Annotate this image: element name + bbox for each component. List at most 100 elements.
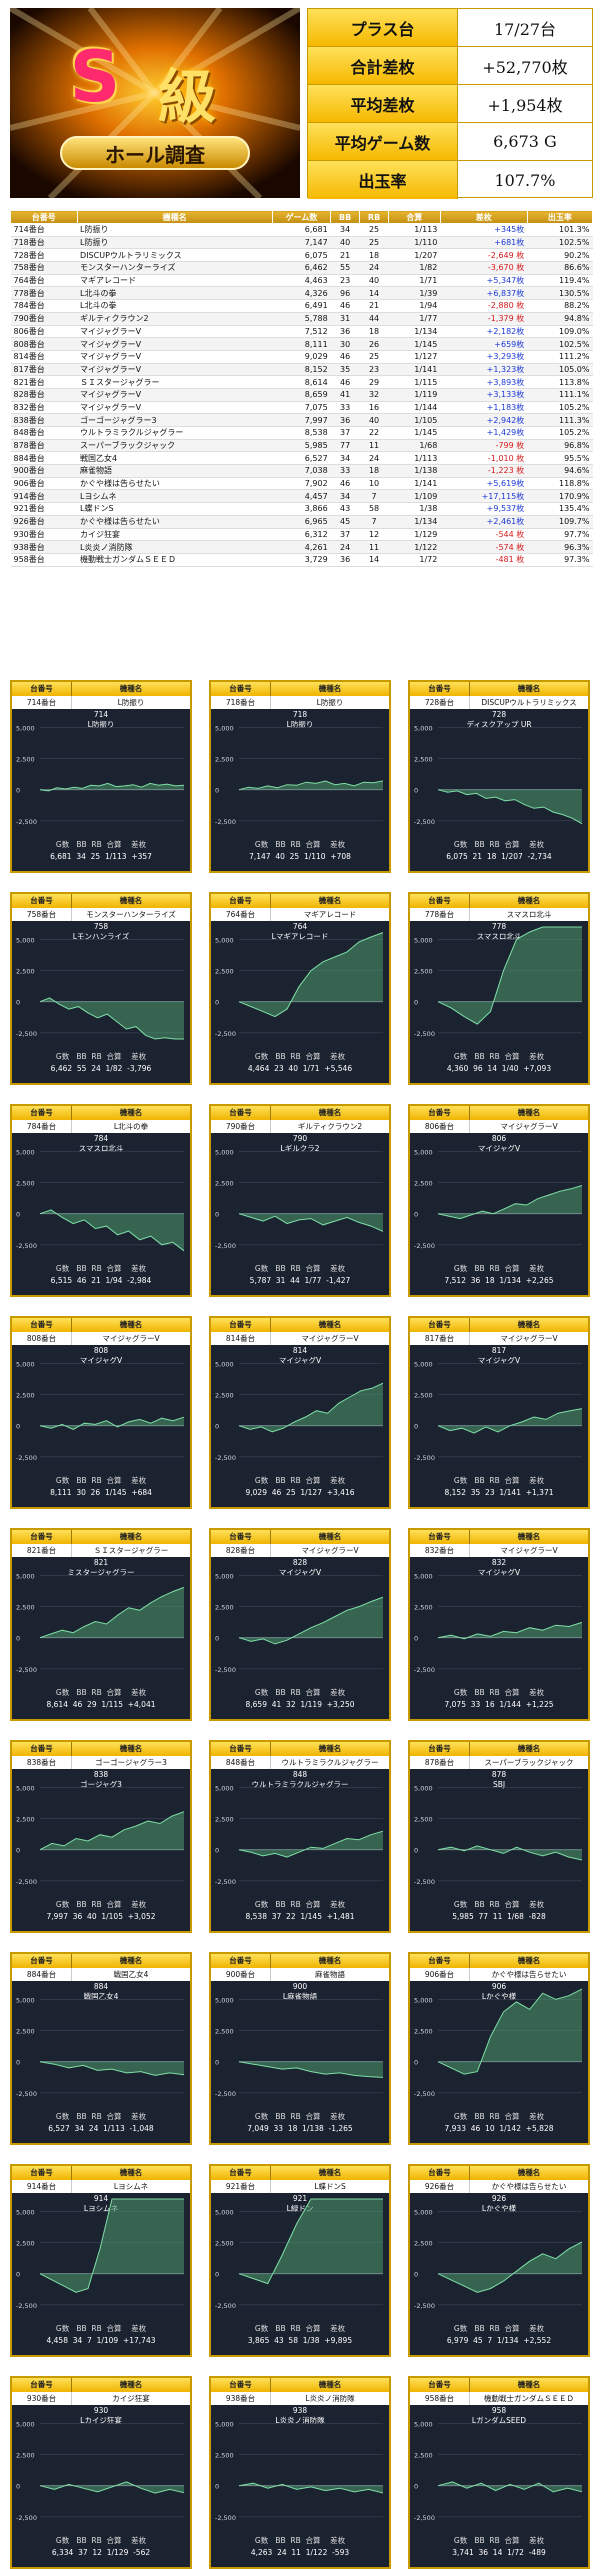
y-tick-label: -2,500 [215,1030,236,1038]
card-header: 台番号 機種名 [12,2166,190,2180]
trend-area [438,2481,582,2492]
y-tick-label: 5,000 [215,1360,234,1368]
y-tick-label: 2,500 [215,2240,234,2248]
y-tick-label: 0 [414,1423,418,1431]
card-footer-stats: 7,933 46 10 1/142 +5,828 [444,2124,554,2133]
trend-line [39,2198,184,2293]
column-header: 合算 [387,210,441,224]
chart-machine-name: Lかぐや様 [482,2203,517,2213]
y-tick-label: 2,500 [16,1604,35,1612]
y-tick-label: 2,500 [414,1392,433,1400]
card-machine-model: マイジャグラーV [102,1334,160,1343]
table-row: 914番台 Lヨシムネ 4,457 34 7 1/109 +17,115枚 170.9% [10,489,593,504]
y-tick-label: -2,500 [16,1242,37,1250]
table-cell: 806番台 [10,325,78,339]
y-tick-label: 5,000 [215,724,234,732]
table-cell: DISCUPウルトラリミックス [77,248,273,263]
card-footer-labels: G数 BB RB 合算 差枚 [55,2536,147,2545]
card-footer-labels: G数 BB RB 合算 差枚 [55,1900,147,1909]
table-row: 821番台 ＳＩスタージャグラー 8,614 46 29 1/115 +3,893枚 113.… [10,375,593,389]
table-cell: 926番台 [10,515,78,529]
card-header: 台番号 機種名 [410,1742,588,1756]
card-footer-stats: 4,263 24 11 1/122 -593 [250,2548,350,2557]
card-machine-model: L蝶ドンS [314,2182,346,2191]
card-machine-number: 926番台 [410,2180,470,2193]
card-footer-stats: 8,614 46 29 1/115 +4,041 [46,1700,156,1709]
card-machine-number: 784番台 [12,1120,72,1133]
table-row: 832番台 マイジャグラーV 7,075 33 16 1/144 +1,183枚 105.2% [10,401,593,415]
card-header: 台番号 機種名 [211,1318,389,1332]
card-header-model-label: 機種名 [318,2380,342,2389]
trend-area [239,2199,383,2284]
brand-subtitle: ホール調査 [60,136,250,170]
table-cell: 23 [359,363,389,377]
table-cell: ゴーゴージャグラー3 [77,413,273,427]
card-footer-labels: G数 BB RB 合算 差枚 [55,2324,147,2333]
card-footer-stats: 8,152 35 23 1/141 +1,371 [444,1488,554,1497]
table-cell: スーパーブラックジャック [77,439,273,453]
graph-card: 台番号 機種名 838番台 ゴーゴージャグラー3 838 ゴージャグ3 5,000 2,500… [10,1740,192,1933]
table-cell: 戦国乙女4 [77,451,273,466]
table-cell: +2,942枚 [440,413,528,427]
table-cell: 1/115 [388,375,441,389]
card-header: 台番号 機種名 [211,2378,389,2392]
card-subheader: 832番台 マイジャグラーV [410,1544,588,1557]
chart-machine-name: スマスロ北斗 [79,1144,124,1153]
y-tick-label: 0 [215,999,219,1007]
table-cell: -1,223 枚 [440,464,528,478]
y-tick-label: 0 [16,999,20,1007]
y-tick-label: -2,500 [414,2090,435,2098]
table-body: 714番台 L防振り 6,681 34 25 1/113 +345枚 101.3% 718番台 L… [10,223,593,567]
card-machine-model: Lヨシムネ [113,2182,149,2191]
table-cell: +6,837枚 [440,286,528,301]
card-footer-labels: G数 BB RB 合算 差枚 [254,2536,346,2545]
table-cell: 3,729 [272,553,331,567]
y-tick-label: -2,500 [16,2514,37,2522]
trend-area [239,780,383,790]
chart-machine-name: マイジャグV [279,1567,322,1577]
y-tick-label: 2,500 [414,1816,433,1824]
y-tick-label: 2,500 [215,2452,234,2460]
card-header: 台番号 機種名 [12,1742,190,1756]
y-tick-label: -2,500 [414,818,435,826]
table-cell: -1,379 枚 [440,312,528,326]
chart-machine-code: 906 [492,1982,507,1991]
y-tick-label: 5,000 [215,1996,234,2004]
table-cell: 21 [330,248,360,263]
y-tick-label: -2,500 [215,1454,236,1462]
table-cell: 25 [359,350,389,364]
table-cell: 6,075 [272,248,331,263]
graph-card: 台番号 機種名 900番台 麻雀物語 900 L麻雀物語 5,000 2,500 0 -2,500… [209,1952,391,2145]
table-cell: 34 [330,223,360,237]
card-machine-number: 828番台 [211,1544,271,1557]
table-cell: 40 [359,274,389,288]
trend-area [438,927,582,1025]
card-header: 台番号 機種名 [410,1954,588,1968]
card-footer-labels: G数 BB RB 合算 差枚 [254,840,346,849]
card-footer-stats: 3,865 43 58 1/38 +9,895 [247,2336,353,2345]
card-footer-labels: G数 BB RB 合算 差枚 [453,1264,545,1273]
card-header-num-label: 台番号 [410,2378,470,2392]
card-footer-labels: G数 BB RB 合算 差枚 [254,1052,346,1061]
table-cell: -3,670 枚 [440,261,528,275]
y-tick-label: -2,500 [414,2302,435,2310]
card-header-model-label: 機種名 [119,2380,143,2389]
graph-card: 台番号 機種名 914番台 Lヨシムネ 914 Lヨシムネ 5,000 2,500 0 -2,50… [10,2164,192,2357]
card-header: 台番号 機種名 [12,894,190,908]
table-cell: 77 [330,439,360,453]
table-cell: 8,614 [272,375,331,389]
card-footer-labels: G数 BB RB 合算 差枚 [254,1688,346,1697]
card-header-model-label: 機種名 [318,1320,342,1329]
card-header: 台番号 機種名 [211,1530,389,1544]
table-cell: マイジャグラーV [77,337,273,351]
table-cell: 46 [330,477,360,491]
card-header-model-label: 機種名 [517,2168,541,2177]
chart-machine-name: Lモンハンライズ [73,931,130,941]
chart-machine-name: L緑ドン [287,2203,314,2213]
table-cell: -799 枚 [440,439,528,453]
table-cell: 808番台 [10,337,78,351]
table-cell: 5,985 [272,439,331,453]
